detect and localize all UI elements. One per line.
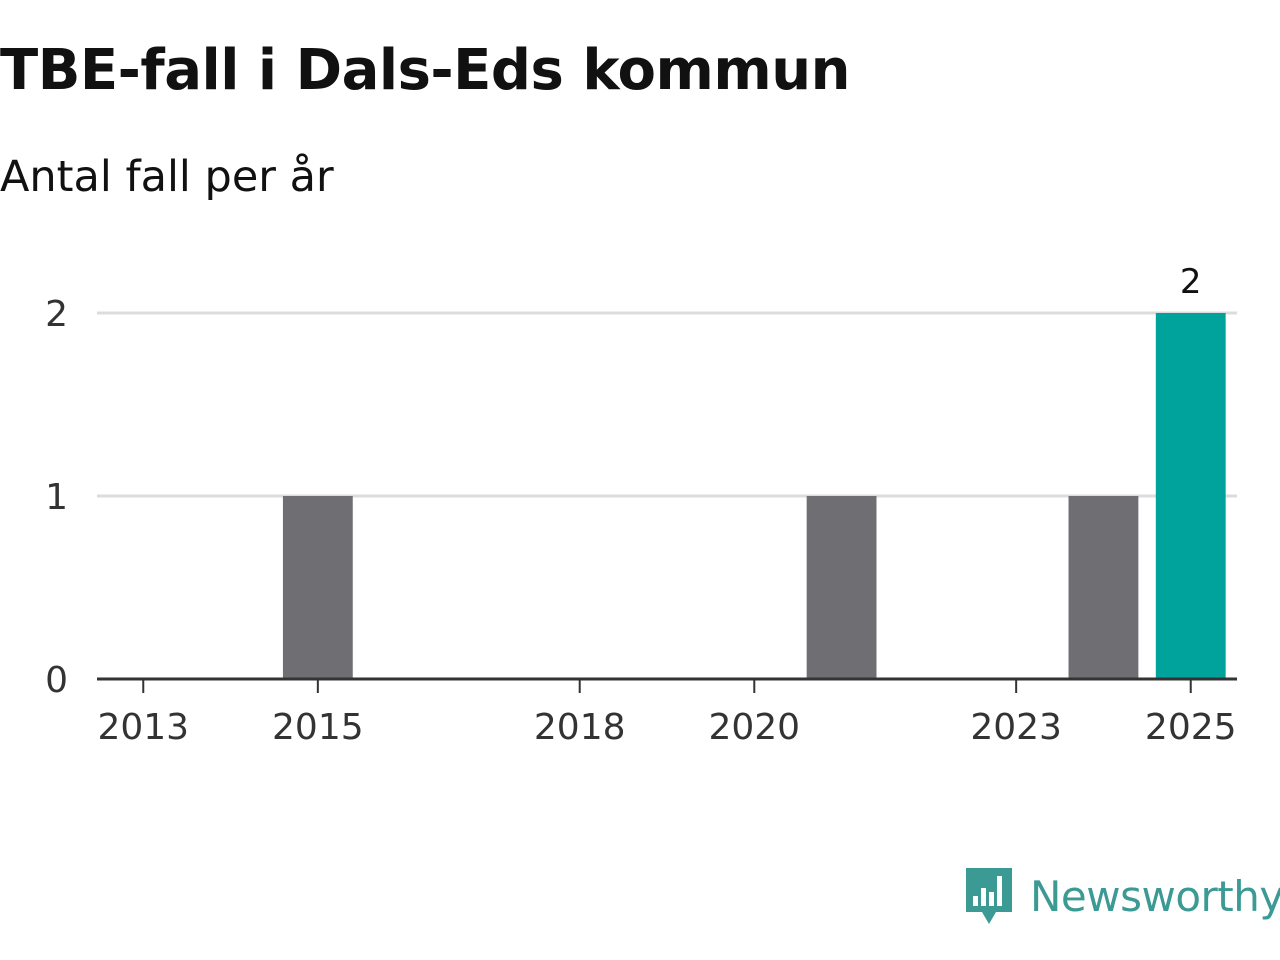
chart-title: TBE-fall i Dals-Eds kommun — [0, 38, 850, 103]
x-tick-label-2013: 2013 — [97, 707, 189, 748]
x-tick-label-2023: 2023 — [970, 707, 1062, 748]
bar-2024 — [1068, 496, 1139, 679]
y-tick-label-0: 0 — [45, 660, 68, 701]
newsworthy-logo-icon — [966, 868, 1012, 924]
brand-name: Newsworthy — [1030, 871, 1280, 921]
y-tick-label-2: 2 — [45, 294, 68, 335]
chart-subtitle: Antal fall per år — [0, 152, 334, 202]
brand-logo: Newsworthy — [964, 864, 1280, 928]
bar-2015 — [282, 496, 353, 679]
bar-2021 — [806, 496, 877, 679]
x-tick-label-2020: 2020 — [708, 707, 800, 748]
x-tick-label-2018: 2018 — [534, 707, 626, 748]
x-tick-label-2025: 2025 — [1145, 707, 1237, 748]
x-tick-label-2015: 2015 — [272, 707, 364, 748]
bar-2025 — [1155, 313, 1226, 679]
y-tick-label-1: 1 — [45, 477, 68, 518]
data-label-2025: 2 — [1180, 262, 1202, 302]
